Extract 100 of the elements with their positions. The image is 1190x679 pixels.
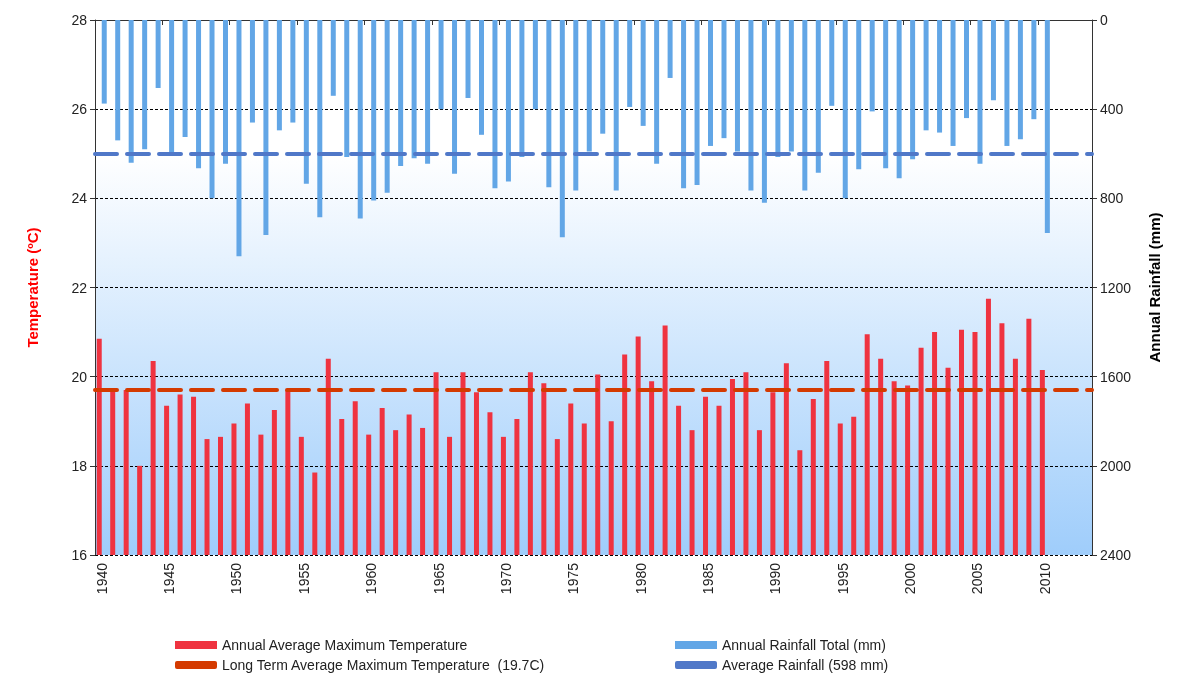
- bar: [788, 20, 794, 152]
- x-tick-label: 1940: [93, 562, 110, 595]
- bar: [182, 20, 188, 138]
- x-tick-label: 1985: [700, 562, 717, 595]
- x-tick-label: 1990: [767, 562, 784, 595]
- bar: [761, 20, 767, 203]
- bar: [600, 20, 606, 134]
- x-tick-label: 1980: [632, 562, 649, 595]
- y2-axis-title: Annual Rainfall (mm): [1146, 212, 1163, 363]
- bar: [169, 20, 175, 154]
- bar: [303, 20, 309, 184]
- bar: [263, 20, 269, 236]
- bar: [734, 20, 740, 152]
- bar: [519, 20, 525, 158]
- bar: [276, 20, 282, 131]
- bar: [586, 20, 592, 152]
- bar: [883, 20, 889, 169]
- bar: [128, 20, 134, 163]
- x-tick-label: 1970: [497, 562, 514, 595]
- legend-label: Long Term Average Maximum Temperature (19.7C): [222, 657, 545, 673]
- bar: [236, 20, 242, 257]
- y2-tick-label: 800: [1100, 190, 1124, 207]
- bar: [546, 20, 552, 188]
- bar: [465, 20, 471, 99]
- y2-tick-label: 400: [1100, 101, 1124, 118]
- bar: [667, 20, 673, 78]
- bar: [398, 20, 404, 167]
- x-tick-label: 1995: [834, 562, 851, 595]
- x-tick-label: 2000: [902, 562, 919, 595]
- bar: [896, 20, 902, 179]
- x-tick-label: 1945: [161, 562, 178, 595]
- bar: [829, 20, 835, 106]
- bar: [142, 20, 148, 150]
- bar: [222, 20, 228, 164]
- bar: [101, 20, 107, 104]
- legend-label: Annual Average Maximum Temperature: [222, 637, 468, 653]
- x-tick-label: 1950: [228, 562, 245, 595]
- y2-tick-label: 0: [1100, 12, 1108, 28]
- y-tick-label: 20: [71, 368, 88, 385]
- y-tick-label: 18: [71, 457, 88, 474]
- bar: [478, 20, 484, 135]
- y-tick-label: 24: [71, 190, 88, 207]
- legend-label: Average Rainfall (598 mm): [722, 657, 889, 673]
- bar: [856, 20, 862, 170]
- y-axis-title: Temperature (ºC): [24, 227, 41, 348]
- x-tick-label: 2010: [1036, 562, 1053, 595]
- y2-tick-label: 1600: [1100, 368, 1132, 385]
- bar: [384, 20, 390, 193]
- x-tick-label: 1975: [565, 562, 582, 595]
- bar: [694, 20, 700, 185]
- x-tick-label: 1960: [363, 562, 380, 595]
- bar: [532, 20, 538, 110]
- y2-tick-label: 2000: [1100, 457, 1132, 474]
- bar: [559, 20, 565, 238]
- y2-tick-label: 1200: [1100, 279, 1132, 296]
- bar: [249, 20, 255, 123]
- bar: [492, 20, 498, 189]
- bar: [708, 20, 714, 146]
- bar: [452, 20, 458, 174]
- y-tick-label: 26: [71, 101, 88, 118]
- bar: [937, 20, 943, 133]
- bar: [371, 20, 377, 201]
- x-tick-label: 1955: [295, 562, 312, 595]
- bar: [196, 20, 202, 169]
- bar: [344, 20, 350, 158]
- bar: [1017, 20, 1023, 140]
- bar: [681, 20, 687, 189]
- bar: [964, 20, 970, 119]
- bar: [505, 20, 511, 182]
- bar: [842, 20, 848, 199]
- bar: [1044, 20, 1050, 233]
- y2-tick-label: 2400: [1100, 547, 1132, 563]
- bar: [317, 20, 323, 218]
- bar: [209, 20, 215, 199]
- bar: [1004, 20, 1010, 146]
- bar: [411, 20, 417, 159]
- bar: [869, 20, 875, 112]
- bar: [950, 20, 956, 146]
- bar: [654, 20, 660, 164]
- bar: [425, 20, 431, 164]
- bar: [977, 20, 983, 164]
- x-tick-label: 1965: [430, 562, 447, 595]
- bar: [115, 20, 121, 141]
- bar: [573, 20, 579, 191]
- bar: [627, 20, 633, 107]
- bar: [775, 20, 781, 158]
- bar: [640, 20, 646, 126]
- bar: [990, 20, 996, 101]
- bar: [438, 20, 444, 110]
- y-tick-label: 22: [71, 279, 88, 296]
- bar: [613, 20, 619, 191]
- legend-label: Annual Rainfall Total (mm): [722, 637, 886, 653]
- bar: [923, 20, 929, 131]
- x-tick-label: 2005: [969, 562, 986, 595]
- bar: [290, 20, 296, 123]
- bar: [357, 20, 363, 219]
- bar: [721, 20, 727, 139]
- bar: [1031, 20, 1037, 120]
- y-tick-label: 16: [71, 547, 88, 563]
- bar: [330, 20, 336, 96]
